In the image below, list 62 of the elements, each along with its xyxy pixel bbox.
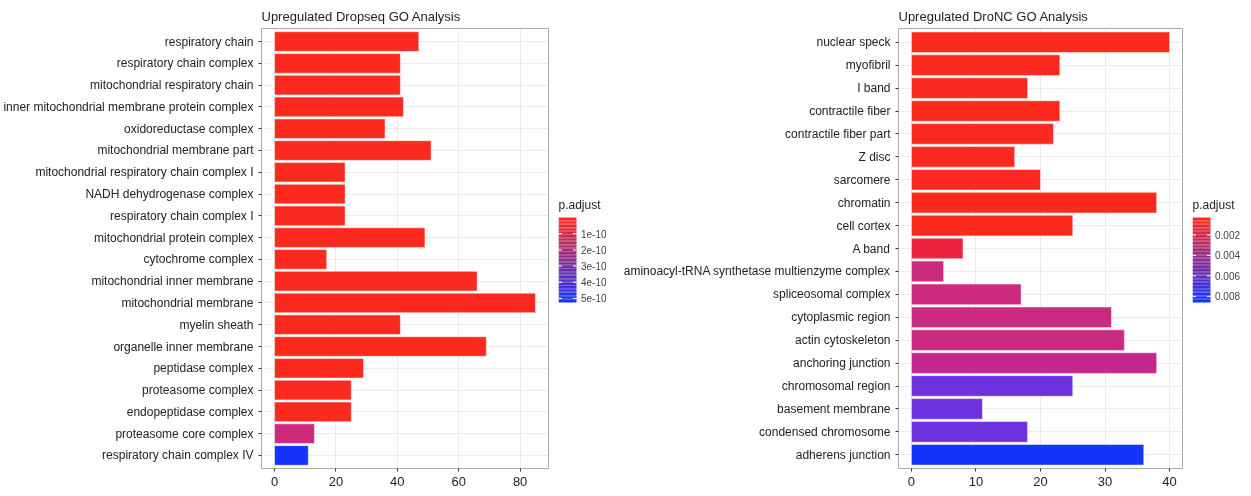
y-tick-label: contractile fiber part: [785, 126, 892, 141]
y-tick-label: oxidoreductase complex: [124, 121, 254, 136]
y-tick-label: basement membrane: [777, 401, 891, 416]
color-bar-label: 1e-10: [581, 228, 608, 240]
y-tick-label: mitochondrial membrane: [121, 295, 254, 310]
x-tick-label: 20: [1033, 473, 1048, 489]
y-tick-label: Z disc: [858, 149, 891, 164]
x-tick-label: 0: [907, 473, 916, 489]
y-tick-label: condensed chromosome: [759, 424, 891, 439]
y-tick-label: respiratory chain complex I: [110, 208, 254, 223]
y-tick-label: mitochondrial membrane part: [97, 143, 255, 158]
color-bar-label: 4e-10: [581, 277, 608, 289]
chart-title: Upregulated Dropseq GO Analysis: [261, 8, 461, 24]
y-tick-label: A band: [852, 241, 890, 256]
x-tick-label: 0: [270, 473, 279, 489]
y-tick-label: mitochondrial respiratory chain complex I: [35, 165, 254, 180]
y-tick-label: organelle inner membrane: [113, 339, 254, 354]
y-tick-label: aminoacyl-tRNA synthetase multienzyme complex: [623, 264, 890, 279]
color-bar-title: p.adjust: [558, 197, 602, 212]
x-tick-label: 30: [1097, 473, 1113, 489]
color-bar-title: p.adjust: [1192, 197, 1236, 212]
y-tick-label: inner mitochondrial membrane protein complex: [3, 99, 254, 114]
color-bar-label: 0.006: [1215, 270, 1241, 282]
y-tick-label: actin cytoskeleton: [795, 333, 891, 348]
y-tick-label: proteasome core complex: [115, 426, 254, 441]
y-tick-label: mitochondrial respiratory chain: [90, 78, 254, 93]
y-tick-label: myofibril: [845, 58, 891, 73]
color-bar-label: 0.008: [1215, 291, 1241, 303]
x-tick-label: 80: [512, 473, 528, 489]
y-tick-label: cytoplasmic region: [791, 310, 891, 325]
y-tick-label: mitochondrial inner membrane: [91, 274, 254, 289]
y-tick-label: respiratory chain complex IV: [102, 448, 254, 463]
y-tick-label: spliceosomal complex: [773, 287, 891, 302]
y-tick-label: proteasome complex: [142, 383, 254, 398]
x-tick-label: 40: [390, 473, 405, 489]
x-tick-label: 10: [968, 473, 984, 489]
y-tick-label: NADH dehydrogenase complex: [85, 187, 254, 202]
y-tick-label: nuclear speck: [816, 35, 892, 50]
y-tick-label: respiratory chain complex: [116, 56, 254, 71]
y-tick-label: respiratory chain: [164, 34, 254, 49]
color-bar-label: 3e-10: [581, 261, 608, 273]
y-tick-label: sarcomere: [833, 172, 891, 187]
y-tick-label: mitochondrial protein complex: [94, 230, 254, 245]
chart-title: Upregulated DroNC GO Analysis: [898, 8, 1089, 24]
x-tick-label: 40: [1162, 473, 1177, 489]
x-tick-label: 60: [451, 473, 466, 489]
color-bar-label: 2e-10: [581, 244, 608, 256]
y-tick-label: adherens junction: [795, 447, 891, 462]
y-tick-label: chromosomal region: [781, 379, 891, 393]
color-bar-label: 5e-10: [581, 293, 608, 305]
color-bar-label: 0.002: [1215, 229, 1241, 241]
y-tick-label: I band: [857, 81, 891, 96]
y-tick-label: endopeptidase complex: [126, 404, 254, 419]
y-tick-label: peptidase complex: [153, 361, 254, 376]
y-tick-label: chromatin: [837, 195, 891, 210]
y-tick-label: contractile fiber: [809, 104, 891, 118]
y-tick-label: cytochrome complex: [143, 252, 254, 267]
x-tick-label: 20: [328, 473, 344, 489]
color-bar-label: 0.004: [1215, 250, 1241, 262]
y-tick-label: cell cortex: [836, 218, 891, 233]
y-tick-label: anchoring junction: [793, 356, 891, 371]
y-tick-label: myelin sheath: [179, 317, 254, 332]
